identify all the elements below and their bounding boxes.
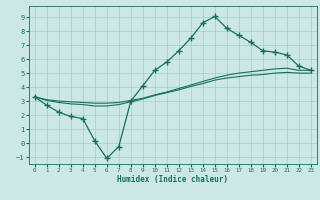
X-axis label: Humidex (Indice chaleur): Humidex (Indice chaleur) bbox=[117, 175, 228, 184]
